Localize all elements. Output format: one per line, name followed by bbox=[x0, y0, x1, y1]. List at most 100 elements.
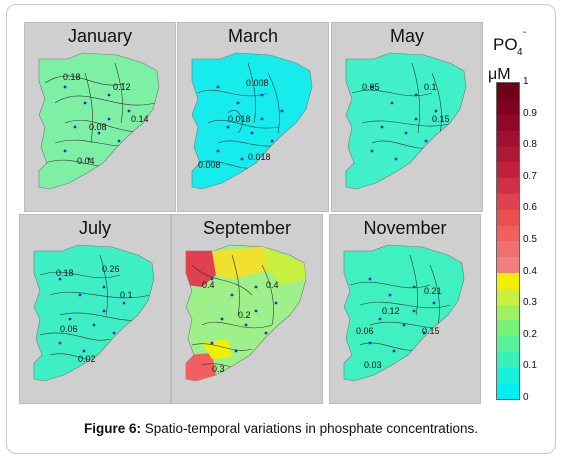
map-panel-january: January 0.18 0.12 0.08 0.14 0.04 bbox=[24, 22, 176, 212]
colorbar-step bbox=[497, 130, 519, 147]
contour-label: 0.008 bbox=[198, 160, 221, 170]
station-dot bbox=[87, 157, 91, 161]
station-dot bbox=[92, 323, 96, 327]
station-dot bbox=[390, 101, 394, 105]
station-dot bbox=[368, 277, 372, 281]
colorbar-step bbox=[497, 98, 519, 116]
colorbar-step bbox=[497, 304, 519, 321]
station-dot bbox=[83, 101, 87, 105]
contour-label: 0.15 bbox=[422, 326, 440, 336]
station-dot bbox=[380, 125, 384, 129]
contour-line bbox=[99, 254, 108, 316]
station-dot bbox=[58, 341, 62, 345]
station-dot bbox=[412, 309, 416, 313]
contour-label: 0.008 bbox=[246, 78, 269, 88]
colorbar-step bbox=[497, 114, 519, 131]
colorbar-step bbox=[497, 146, 519, 163]
contour-label: 0.04 bbox=[77, 156, 95, 166]
contour-line bbox=[351, 89, 433, 97]
colorbar-step bbox=[497, 241, 519, 258]
contour-line bbox=[409, 254, 418, 316]
contour-label: 0.06 bbox=[60, 324, 78, 334]
legend-title: PO bbox=[493, 35, 518, 55]
colorbar-step bbox=[497, 351, 519, 368]
map-july bbox=[20, 215, 170, 403]
station-dot bbox=[63, 85, 67, 89]
contour-line bbox=[361, 120, 453, 127]
concentration-fill bbox=[264, 247, 306, 285]
colorbar-tick-label: 0.5 bbox=[523, 234, 537, 245]
colorbar-step bbox=[497, 272, 519, 289]
station-dot bbox=[370, 149, 374, 153]
panel-title: March bbox=[227, 26, 278, 46]
contour-line bbox=[54, 95, 156, 106]
panel-title: May bbox=[389, 26, 424, 46]
colorbar-step bbox=[497, 162, 519, 179]
colorbar-tick-label: 0.8 bbox=[523, 139, 537, 151]
figure-caption: Figure 6: Spatio-temporal variations in … bbox=[0, 421, 562, 436]
legend-subscript: 4 bbox=[517, 47, 523, 58]
contour-label: 0.12 bbox=[382, 306, 400, 316]
station-dot bbox=[404, 131, 408, 135]
colorbar-step bbox=[497, 225, 519, 242]
water-area bbox=[38, 52, 160, 190]
colorbar-tick-label: 1 bbox=[523, 76, 529, 87]
contour-label: 0.1 bbox=[424, 82, 437, 92]
colorbar-tick-label: 0.6 bbox=[523, 202, 537, 214]
contour-line bbox=[49, 291, 151, 299]
contour-line bbox=[114, 62, 123, 124]
contour-line bbox=[197, 89, 269, 97]
contour-label: 0.06 bbox=[356, 326, 374, 336]
contour-line bbox=[44, 75, 126, 86]
colorbar-step bbox=[497, 256, 519, 274]
colorbar-step bbox=[497, 83, 519, 100]
contour-label: 0.018 bbox=[248, 152, 271, 162]
contour-line bbox=[227, 110, 243, 134]
panel-title: January bbox=[67, 26, 133, 46]
station-dot bbox=[414, 93, 418, 97]
contour-label: 0.03 bbox=[364, 360, 382, 370]
station-dot bbox=[260, 117, 264, 121]
contour-line bbox=[84, 72, 93, 144]
colorbar-tick-label: 0.2 bbox=[523, 328, 537, 340]
station-dot bbox=[244, 323, 248, 327]
map-panel-november: November 0.21 0.12 0.06 0.15 0.03 bbox=[329, 214, 481, 404]
contour-label: 0.2 bbox=[238, 310, 251, 320]
contour-line bbox=[201, 321, 273, 329]
map-panel-may: May 0.05 0.1 0.15 bbox=[331, 22, 483, 212]
colorbar-tick-label: 0.9 bbox=[523, 107, 537, 119]
station-dot bbox=[216, 149, 220, 153]
station-dot bbox=[394, 157, 398, 161]
station-dot bbox=[78, 293, 82, 297]
station-dot bbox=[234, 349, 238, 353]
colorbar-step bbox=[497, 193, 519, 210]
concentration-fill bbox=[212, 247, 268, 279]
contour-line bbox=[431, 72, 442, 134]
caption-text: Spatio-temporal variations in phosphate … bbox=[141, 421, 478, 436]
station-dot bbox=[97, 131, 101, 135]
station-dot bbox=[220, 317, 224, 321]
station-dot bbox=[127, 109, 131, 113]
colorbar-tick-label: 0.3 bbox=[523, 297, 537, 309]
station-dot bbox=[236, 101, 240, 105]
colorbar bbox=[496, 82, 520, 400]
panel-title: November bbox=[363, 218, 447, 238]
contour-label: 0.18 bbox=[56, 268, 74, 278]
station-dot bbox=[264, 331, 268, 335]
station-dot bbox=[424, 139, 428, 143]
station-dot bbox=[102, 285, 106, 289]
map-panel-september: September 0.4 0.4 0.2 0.3 bbox=[171, 214, 323, 404]
colorbar-tick-label: 0.4 bbox=[523, 265, 537, 277]
station-dot bbox=[254, 309, 258, 313]
contour-line bbox=[39, 332, 111, 341]
station-dot bbox=[402, 323, 406, 327]
water-area bbox=[343, 244, 465, 382]
colorbar-tick-label: 0.7 bbox=[523, 170, 537, 182]
contour-line bbox=[39, 271, 121, 279]
station-dot bbox=[270, 139, 274, 143]
map-january bbox=[25, 23, 175, 211]
station-dot bbox=[122, 301, 126, 305]
contour-label: 0.05 bbox=[362, 82, 380, 92]
station-dot bbox=[216, 85, 220, 89]
map-september bbox=[172, 215, 322, 403]
